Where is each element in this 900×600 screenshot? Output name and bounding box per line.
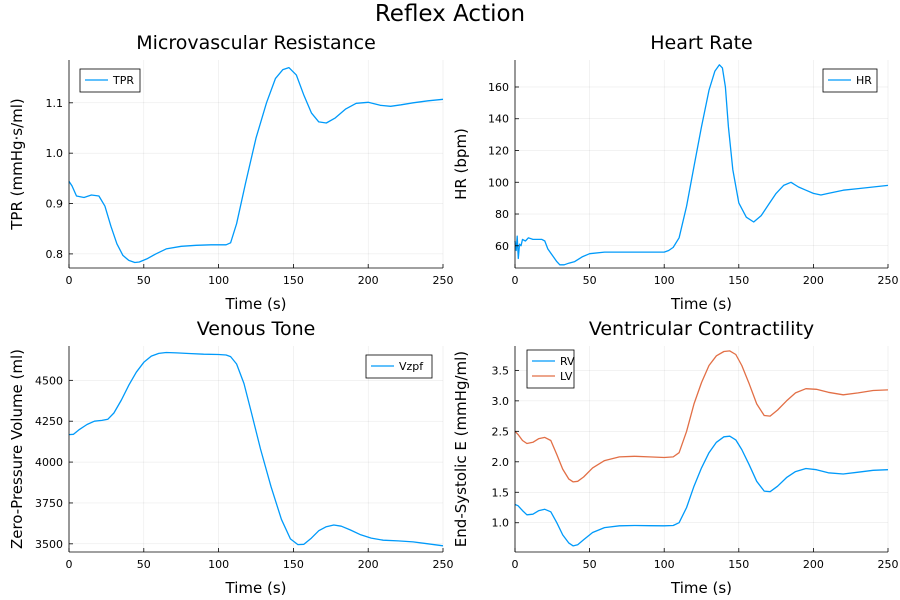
y-axis-label: Zero-Pressure Volume (ml) xyxy=(8,349,26,549)
figure-title: Reflex Action xyxy=(374,1,526,27)
x-tick-label: 250 xyxy=(433,558,454,571)
x-tick-label: 200 xyxy=(803,558,824,571)
legend-box xyxy=(526,349,575,389)
x-tick-label: 100 xyxy=(654,274,675,287)
y-tick-label: 80 xyxy=(495,208,509,221)
chart-panel: 0 50 100 150 200 250 60 80 100 120 140 160 Heart Rat… xyxy=(452,32,899,313)
y-tick-label: 0.9 xyxy=(46,198,64,211)
y-tick-label: 4000 xyxy=(35,456,63,469)
x-axis-label: Time (s) xyxy=(225,579,287,597)
legend-label-rv: RV xyxy=(560,355,575,368)
x-axis-label: Time (s) xyxy=(670,295,732,313)
x-tick-label: 150 xyxy=(283,274,304,287)
y-tick-label: 100 xyxy=(488,176,509,189)
x-tick-label: 0 xyxy=(66,558,73,571)
y-tick-label: 60 xyxy=(495,240,509,253)
y-tick-label: 1.1 xyxy=(46,97,64,110)
y-axis-label: TPR (mmHg·s/ml) xyxy=(8,98,26,231)
series-line-tpr xyxy=(68,66,444,264)
series-line-vzpf xyxy=(68,351,444,547)
chart-title: Venous Tone xyxy=(197,318,316,340)
y-tick-label: 2.5 xyxy=(492,425,510,438)
x-tick-label: 0 xyxy=(512,274,519,287)
y-tick-label: 3.5 xyxy=(492,364,510,377)
chart-title: Heart Rate xyxy=(650,32,753,54)
legend-label-hr: HR xyxy=(856,74,872,87)
y-axis-label: End-Systolic E (mmHg/ml) xyxy=(452,351,470,547)
x-tick-label: 0 xyxy=(512,558,519,571)
y-tick-label: 1.0 xyxy=(492,517,510,530)
legend-label-lv: LV xyxy=(560,370,573,383)
x-tick-label: 250 xyxy=(878,558,899,571)
x-tick-label: 100 xyxy=(654,558,675,571)
y-tick-label: 3500 xyxy=(35,538,63,551)
chart-panel: 0 50 100 150 200 250 1.0 1.5 2.0 2.5 3.0 3.5 Ventric… xyxy=(452,318,899,597)
x-tick-label: 50 xyxy=(583,558,597,571)
legend: Vzpf xyxy=(365,354,433,379)
y-tick-label: 1.5 xyxy=(492,486,510,499)
x-tick-label: 200 xyxy=(358,558,379,571)
x-tick-label: 150 xyxy=(728,274,749,287)
chart-panel: 0 50 100 150 200 250 0.8 0.9 1.0 1.1 Microvascular… xyxy=(8,32,454,313)
y-tick-label: 4250 xyxy=(35,415,63,428)
legend-box xyxy=(365,354,433,379)
series-line-lv xyxy=(514,350,889,483)
y-tick-label: 1.0 xyxy=(46,147,64,160)
x-tick-label: 100 xyxy=(208,558,229,571)
y-tick-label: 160 xyxy=(488,81,509,94)
legend: HR xyxy=(822,68,878,93)
y-tick-label: 0.8 xyxy=(46,248,64,261)
x-tick-label: 250 xyxy=(878,274,899,287)
legend: TPR xyxy=(79,68,141,93)
legend-label-vzpf: Vzpf xyxy=(399,360,424,373)
y-tick-label: 120 xyxy=(488,145,509,158)
series-line-hr xyxy=(514,64,889,266)
legend: RV LV xyxy=(526,349,575,389)
x-tick-label: 100 xyxy=(208,274,229,287)
x-tick-label: 50 xyxy=(583,274,597,287)
y-tick-label: 4500 xyxy=(35,374,63,387)
legend-box xyxy=(79,68,141,93)
x-tick-label: 0 xyxy=(66,274,73,287)
x-tick-label: 50 xyxy=(137,274,151,287)
x-tick-label: 250 xyxy=(433,274,454,287)
y-tick-label: 3750 xyxy=(35,497,63,510)
x-tick-label: 150 xyxy=(283,558,304,571)
legend-label-tpr: TPR xyxy=(112,74,134,87)
x-axis-label: Time (s) xyxy=(670,579,732,597)
x-tick-label: 200 xyxy=(358,274,379,287)
chart-title: Microvascular Resistance xyxy=(136,32,376,54)
y-axis-label: HR (bpm) xyxy=(452,128,470,200)
x-axis-label: Time (s) xyxy=(225,295,287,313)
chart-panel: 0 50 100 150 200 250 3500 3750 4000 4250 4500 Venou… xyxy=(8,318,454,597)
x-tick-label: 150 xyxy=(728,558,749,571)
y-tick-label: 3.0 xyxy=(492,395,510,408)
y-tick-label: 2.0 xyxy=(492,456,510,469)
y-tick-label: 140 xyxy=(488,113,509,126)
chart-title: Ventricular Contractility xyxy=(589,318,814,340)
x-tick-label: 200 xyxy=(803,274,824,287)
series-line-rv xyxy=(514,435,889,547)
x-tick-label: 50 xyxy=(137,558,151,571)
